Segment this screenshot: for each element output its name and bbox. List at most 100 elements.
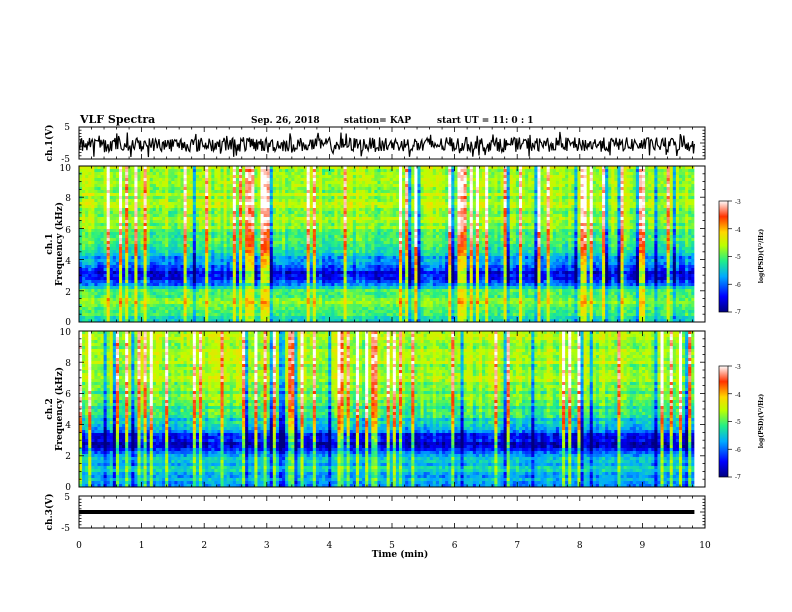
spectrogram-cell [315, 244, 320, 248]
spectrogram-cell [183, 187, 188, 191]
spectrogram-cell [85, 220, 89, 224]
spectrogram-cell [97, 214, 101, 218]
spectrogram-cell [229, 241, 234, 245]
spectrogram-cell [235, 268, 240, 272]
spectrogram-cell [269, 193, 274, 197]
spectrogram-cell [337, 244, 341, 248]
spectrogram-cell [115, 244, 120, 248]
spectrogram-cell [180, 193, 185, 197]
spectrogram-cell [195, 262, 200, 266]
spectrogram-cell [112, 190, 117, 194]
spectrogram-cell [143, 289, 148, 293]
spectrogram-cell [358, 187, 363, 191]
spectrogram-cell [183, 211, 188, 215]
spectrogram-cell [94, 187, 98, 191]
spectrogram-cell [192, 184, 197, 188]
spectrogram-cell [143, 202, 148, 206]
spectrogram-cell [131, 295, 135, 299]
spectrogram-cell [312, 250, 317, 254]
spectrogram-cell [291, 208, 295, 212]
spectrogram-cell [109, 256, 114, 260]
spectrogram-cell [365, 217, 369, 221]
spectrogram-cell [309, 277, 314, 281]
spectrogram-cell [128, 181, 132, 185]
spectrogram-cell [195, 304, 200, 308]
spectrogram-cell [140, 307, 145, 311]
spectrogram-cell [103, 244, 108, 248]
spectrogram-cell [288, 301, 292, 305]
spectrogram-cell [140, 172, 145, 176]
spectrogram-cell [91, 283, 95, 287]
spectrogram-cell [303, 247, 308, 251]
spectrogram-cell [146, 292, 151, 296]
spectrogram-cell [134, 319, 138, 323]
spectrogram-cell [294, 175, 298, 179]
spectrogram-cell [115, 289, 120, 293]
spectrogram-cell [355, 196, 360, 200]
spectrogram-cell [220, 265, 225, 269]
spectrogram-cell [328, 301, 332, 305]
spectrogram-cell [171, 316, 175, 320]
spectrogram-cell [195, 265, 200, 269]
spectrogram-cell [223, 277, 228, 281]
spectrogram-cell [260, 226, 265, 230]
spectrogram-cell [235, 304, 240, 308]
spectrogram-cell [125, 274, 129, 278]
spectrogram-cell [349, 211, 354, 215]
spectrogram-cell [232, 193, 237, 197]
spectrogram-cell [260, 259, 265, 263]
spectrogram-cell [183, 307, 188, 311]
spectrogram-cell [331, 214, 335, 218]
spectrogram-cell [303, 259, 308, 263]
spectrogram-cell [226, 175, 231, 179]
spectrogram-cell [229, 283, 234, 287]
spectrogram-cell [226, 319, 231, 323]
spectrogram-cell [245, 166, 249, 170]
spectrogram-cell [208, 259, 212, 263]
spectrogram-cell [294, 211, 298, 215]
spectrogram-cell [162, 262, 166, 266]
spectrogram-cell [291, 271, 295, 275]
spectrogram-cell [162, 223, 166, 227]
spectrogram-cell [168, 265, 172, 269]
spectrogram-cell [223, 262, 228, 266]
spectrogram-cell [217, 286, 221, 290]
spectrogram-cell [235, 298, 240, 302]
spectrogram-cell [232, 304, 237, 308]
spectrogram-cell [254, 172, 258, 176]
spectrogram-cell [223, 190, 228, 194]
spectrogram-cell [180, 280, 185, 284]
spectrogram-cell [149, 298, 154, 302]
spectrogram-cell [278, 232, 283, 236]
spectrogram-cell [94, 289, 98, 293]
spectrogram-cell [322, 304, 326, 308]
spectrogram-cell [254, 256, 258, 260]
spectrogram-cell [140, 223, 145, 227]
spectrogram-cell [272, 184, 277, 188]
spectrogram-cell [254, 244, 258, 248]
spectrogram-cell [352, 292, 357, 296]
spectrogram-cell [343, 193, 348, 197]
spectrogram-cell [183, 268, 188, 272]
spectrogram-cell [171, 271, 175, 275]
spectrogram-cell [149, 208, 154, 212]
spectrogram-cell [146, 274, 151, 278]
spectrogram-cell [300, 319, 305, 323]
spectrogram-cell [248, 241, 252, 245]
spectrogram-cell [202, 229, 206, 233]
spectrogram-cell [337, 226, 341, 230]
spectrogram-cell [202, 214, 206, 218]
spectrogram-cell [134, 178, 138, 182]
spectrogram-cell [300, 211, 305, 215]
spectrogram-cell [245, 256, 249, 260]
spectrogram-cell [88, 310, 92, 314]
spectrogram-cell [315, 190, 320, 194]
spectrogram-cell [106, 307, 111, 311]
spectrogram-cell [260, 283, 265, 287]
spectrogram-cell [217, 316, 221, 320]
spectrogram-cell [100, 199, 105, 203]
spectrogram-cell [331, 175, 335, 179]
spectrogram-cell [275, 208, 280, 212]
spectrogram-cell [294, 250, 298, 254]
spectrogram-cell [109, 187, 114, 191]
